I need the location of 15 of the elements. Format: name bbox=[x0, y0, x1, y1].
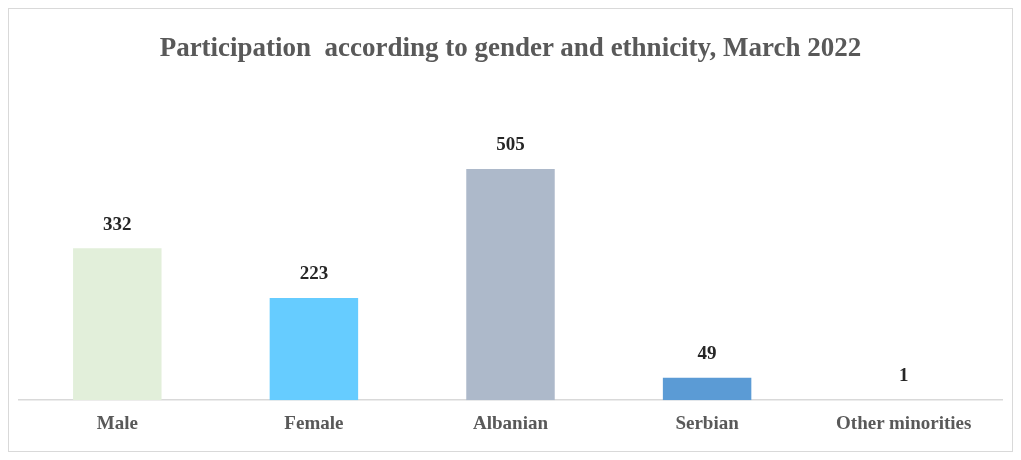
x-tick-label: Other minorities bbox=[836, 411, 972, 433]
data-label: 505 bbox=[496, 133, 525, 155]
x-tick-label: Albanian bbox=[473, 411, 549, 433]
bar bbox=[466, 168, 555, 401]
data-label: 1 bbox=[898, 364, 909, 386]
x-tick-label: Serbian bbox=[675, 411, 740, 433]
x-tick-label: Male bbox=[96, 411, 138, 433]
x-tick-label: Female bbox=[284, 411, 344, 433]
bar bbox=[269, 298, 359, 401]
bar bbox=[662, 377, 752, 401]
bar bbox=[73, 248, 162, 401]
chart-title: Participation according to gender and ethnicity, March 2022 bbox=[159, 32, 862, 63]
data-label: 332 bbox=[103, 212, 132, 234]
data-label: 49 bbox=[697, 342, 717, 364]
data-label: 223 bbox=[299, 262, 329, 284]
